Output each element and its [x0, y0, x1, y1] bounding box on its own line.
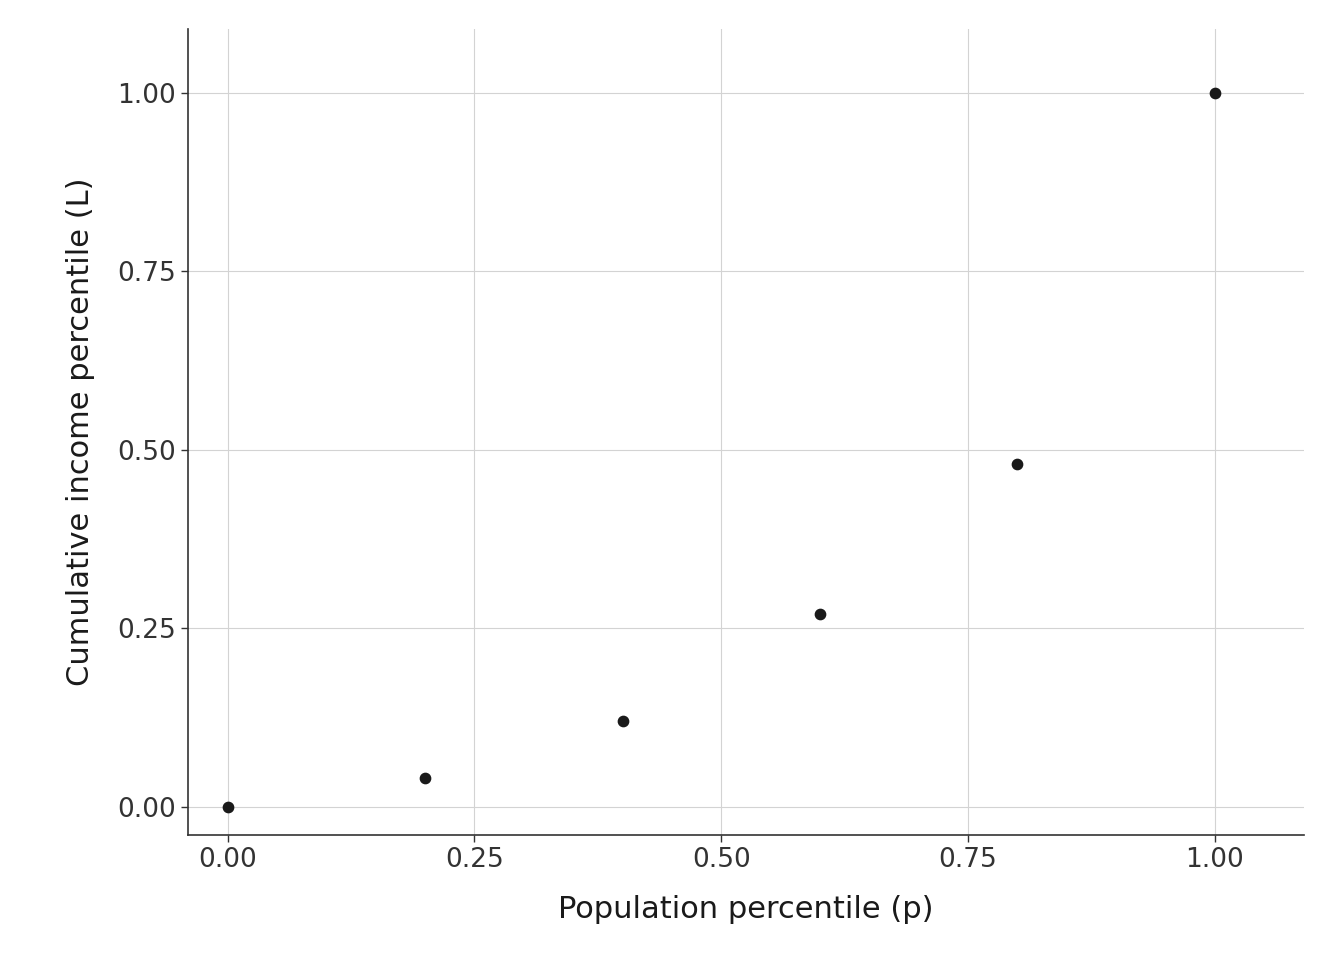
- Point: [1204, 85, 1226, 101]
- Point: [809, 607, 831, 622]
- Point: [414, 771, 435, 786]
- X-axis label: Population percentile (p): Population percentile (p): [558, 896, 934, 924]
- Point: [612, 713, 633, 729]
- Point: [1007, 456, 1028, 471]
- Y-axis label: Cumulative income percentile (L): Cumulative income percentile (L): [66, 178, 95, 686]
- Point: [216, 799, 238, 814]
